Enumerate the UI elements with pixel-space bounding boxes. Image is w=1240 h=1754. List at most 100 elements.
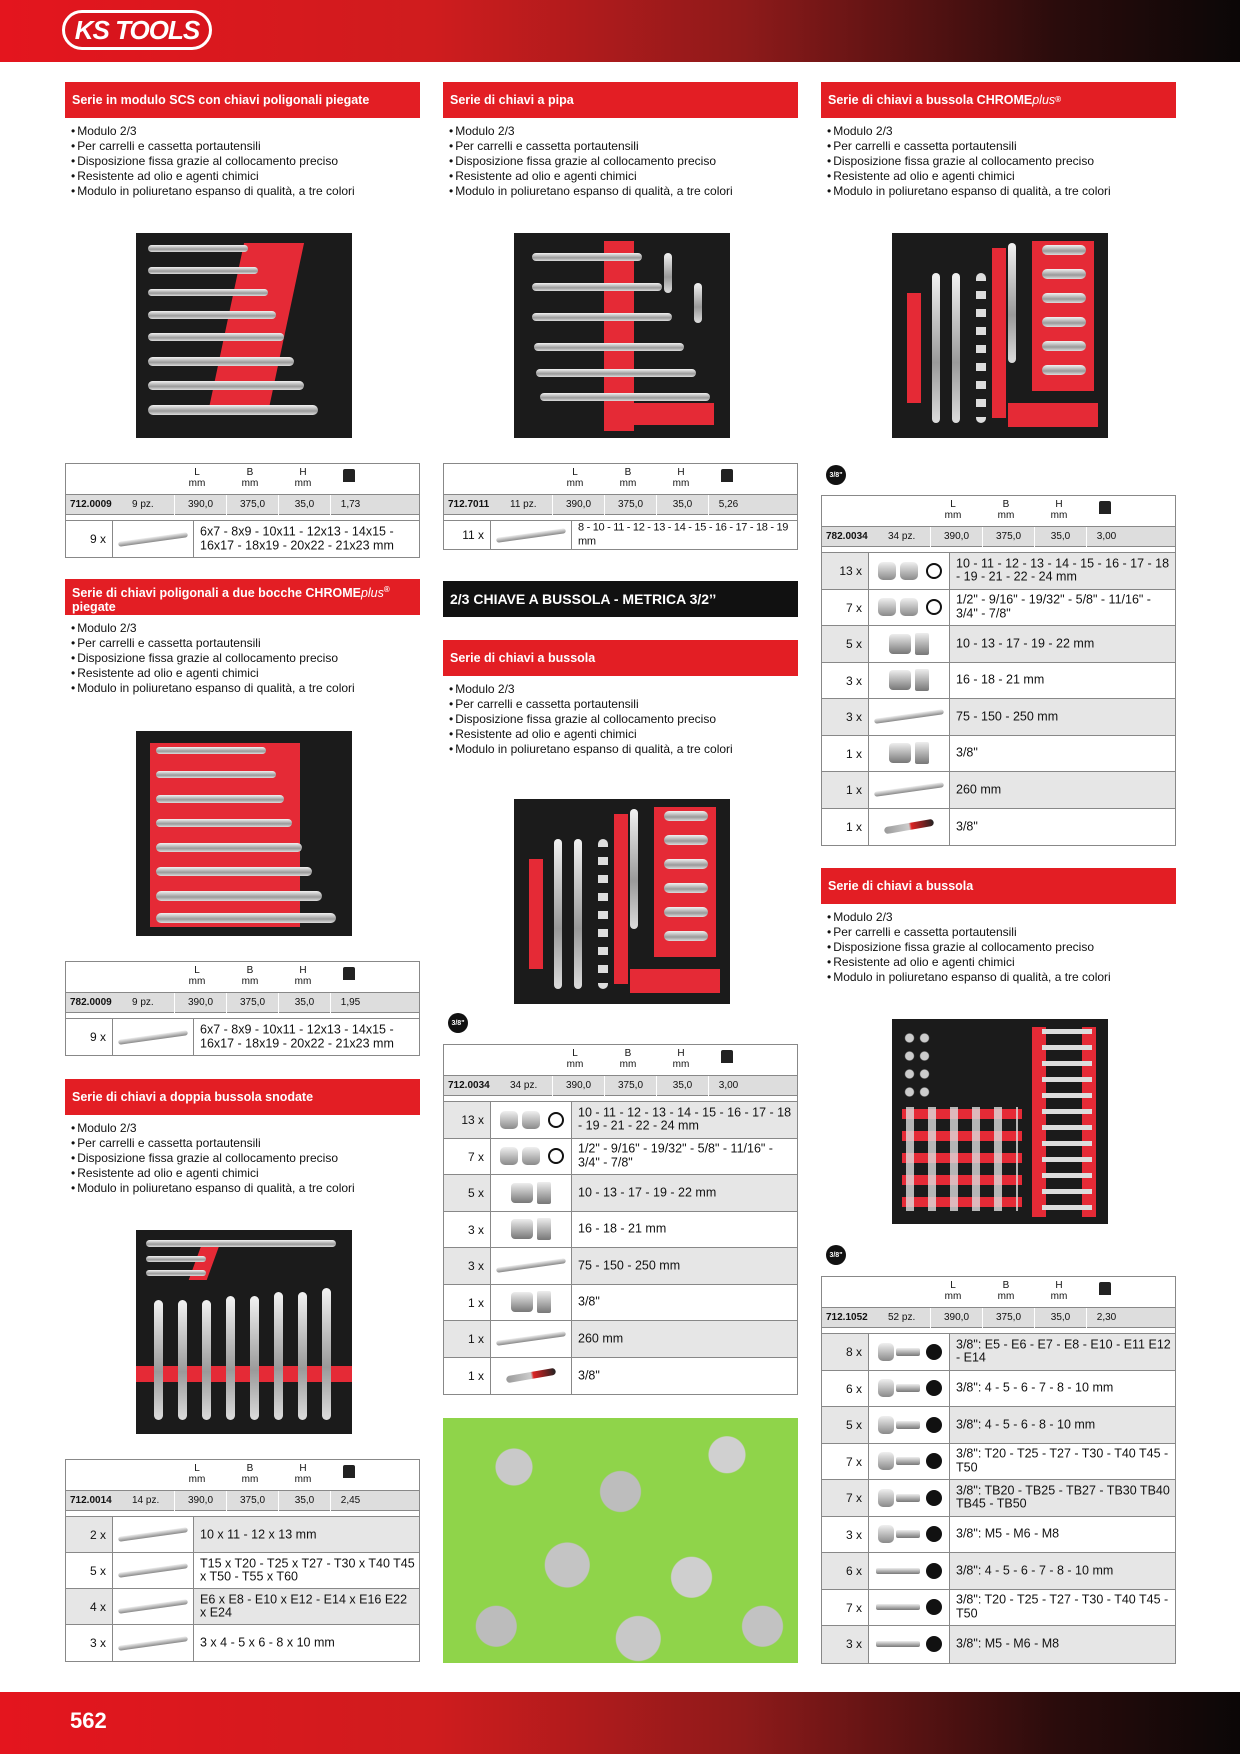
feature-item: Modulo 2/3 — [449, 124, 798, 139]
table-row: 712.7011 11 pz. 390,0 375,0 35,0 5,26 — [444, 495, 797, 515]
tool-icon — [868, 1407, 950, 1443]
cell-B: 375,0 — [226, 1491, 278, 1511]
tool-icon — [112, 1019, 194, 1055]
item-row: 6 x 3/8": 4 - 5 - 6 - 7 - 8 - 10 mm — [822, 1370, 1175, 1407]
product-photo — [136, 233, 352, 438]
feature-list: Modulo 2/3Per carrelli e cassetta portau… — [65, 1121, 420, 1196]
item-qty: 3 x — [845, 1637, 862, 1652]
item-qty: 9 x — [89, 532, 106, 546]
item-row: 9 x 6x7 - 8x9 - 10x11 - 12x13 - 14x15 - 1… — [66, 521, 419, 557]
item-row: 7 x 3/8": T20 - T25 - T27 - T30 - T40 T45… — [822, 1443, 1175, 1480]
drive-size-badge: 3/8" — [448, 1013, 468, 1033]
feature-item: Modulo in poliuretano espanso di qualità… — [827, 970, 1176, 985]
tool-icon — [868, 626, 950, 662]
cell-H: 35,0 — [278, 993, 330, 1013]
tool-icon — [868, 1516, 950, 1552]
item-qty: 9 x — [89, 1030, 106, 1044]
item-description: 3/8": TB20 - TB25 - TB27 - TB30 TB40 TB4… — [956, 1483, 1170, 1511]
header-bar: KS TOOLS — [0, 0, 1240, 62]
item-row: 8 x 3/8": E5 - E6 - E7 - E8 - E10 - E11 E… — [822, 1334, 1175, 1371]
weight-icon — [343, 469, 355, 482]
feature-item: Modulo in poliuretano espanso di qualità… — [827, 184, 1176, 199]
feature-item: Per carrelli e cassetta portautensili — [71, 636, 420, 651]
col-label: L — [194, 965, 200, 976]
feature-item: Per carrelli e cassetta portautensili — [449, 697, 798, 712]
col-label: H — [299, 965, 307, 976]
section-s3: Serie di chiavi a doppia bussola snodate… — [65, 1079, 420, 1196]
cell-L: 390,0 — [552, 495, 604, 515]
item-description: 75 - 150 - 250 mm — [578, 1258, 681, 1272]
tool-icon — [868, 662, 950, 698]
feature-item: Disposizione fissa grazie al collocament… — [449, 154, 798, 169]
item-qty: 3 x — [845, 710, 862, 725]
cell-kg: 3,00 — [708, 1076, 748, 1096]
tool-icon — [490, 1357, 572, 1394]
col-unit: mm — [997, 1291, 1015, 1302]
cell-L: 390,0 — [552, 1076, 604, 1096]
item-description: 10 - 11 - 12 - 13 - 14 - 15 - 16 - 17 - … — [578, 1105, 792, 1133]
product-photo — [514, 233, 730, 438]
item-description: 1/2" - 9/16" - 19/32" - 5/8" - 11/16" - … — [956, 592, 1151, 621]
item-description: 3 x 4 - 5 x 6 - 8 x 10 mm — [200, 1635, 335, 1650]
item-description: 16 - 18 - 21 mm — [956, 672, 1045, 687]
col-label: L — [572, 467, 578, 478]
item-qty: 3 x — [845, 1527, 862, 1542]
tool-icon — [490, 1284, 572, 1320]
col-label: H — [1055, 499, 1063, 510]
feature-item: Modulo in poliuretano espanso di qualità… — [71, 681, 420, 696]
col-unit: mm — [1050, 1291, 1068, 1302]
tool-icon — [868, 1443, 950, 1479]
item-description: 3/8": T20 - T25 - T27 - T30 - T40 T45 - … — [956, 1592, 1169, 1621]
item-row: 6 x 3/8": 4 - 5 - 6 - 7 - 8 - 10 mm — [822, 1553, 1175, 1590]
cell-H: 35,0 — [278, 495, 330, 515]
item-row: 2 x 10 x 11 - 12 x 13 mm — [66, 1517, 419, 1553]
item-description: 16 - 18 - 21 mm — [578, 1221, 667, 1236]
item-description: 3/8": 4 - 5 - 6 - 7 - 8 - 10 mm — [956, 1563, 1114, 1577]
cell-pcs: 14 pz. — [132, 1495, 160, 1506]
col-label: B — [624, 1048, 632, 1059]
category-banner: 2/3 CHIAVE A BUSSOLA - METRICA 3/2’’ — [443, 581, 798, 617]
cell-kg: 1,73 — [330, 495, 370, 515]
feature-list: Modulo 2/3Per carrelli e cassetta portau… — [65, 621, 420, 696]
col-label: B — [1002, 499, 1010, 510]
item-row: 13 x 10 - 11 - 12 - 13 - 14 - 15 - 16 - 1… — [822, 553, 1175, 590]
table-row: 782.0034 34 pz. 390,0 375,0 35,0 3,00 — [822, 527, 1175, 547]
tool-icon — [112, 1625, 194, 1661]
drive-size-badge: 3/8" — [826, 465, 846, 485]
item-row: 1 x 3/8" — [822, 735, 1175, 772]
item-row: 1 x 3/8" — [444, 1357, 797, 1394]
item-qty: 13 x — [839, 564, 862, 579]
table-gap — [822, 547, 1175, 553]
feature-item: Resistente ad olio e agenti chimici — [449, 169, 798, 184]
section-title: Serie in modulo SCS con chiavi poligonal… — [65, 82, 420, 118]
weight-icon — [343, 967, 355, 980]
feature-item: Modulo 2/3 — [71, 124, 420, 139]
title-line2: piegate — [72, 600, 116, 615]
col-unit: mm — [188, 478, 206, 489]
item-description: E6 x E8 - E10 x E12 - E14 x E16 E22 x E2… — [200, 1592, 408, 1620]
tool-icon — [868, 1589, 950, 1625]
tool-icon — [490, 1321, 572, 1357]
item-row: 5 x 10 - 13 - 17 - 19 - 22 mm — [822, 626, 1175, 663]
col-unit: mm — [188, 1474, 206, 1485]
cell-B: 375,0 — [604, 495, 656, 515]
feature-item: Modulo in poliuretano espanso di qualità… — [71, 184, 420, 199]
item-description: 3/8" — [578, 1294, 600, 1309]
item-row: 3 x 3/8": M5 - M6 - M8 — [822, 1516, 1175, 1553]
col-label: H — [299, 1463, 307, 1474]
feature-item: Disposizione fissa grazie al collocament… — [71, 651, 420, 666]
feature-item: Modulo in poliuretano espanso di qualità… — [449, 184, 798, 199]
item-description: 260 mm — [956, 782, 1002, 796]
item-qty: 1 x — [467, 1368, 484, 1383]
item-qty: 5 x — [845, 1418, 862, 1433]
item-row: 3 x 75 - 150 - 250 mm — [822, 699, 1175, 736]
col-unit: mm — [294, 1474, 312, 1485]
